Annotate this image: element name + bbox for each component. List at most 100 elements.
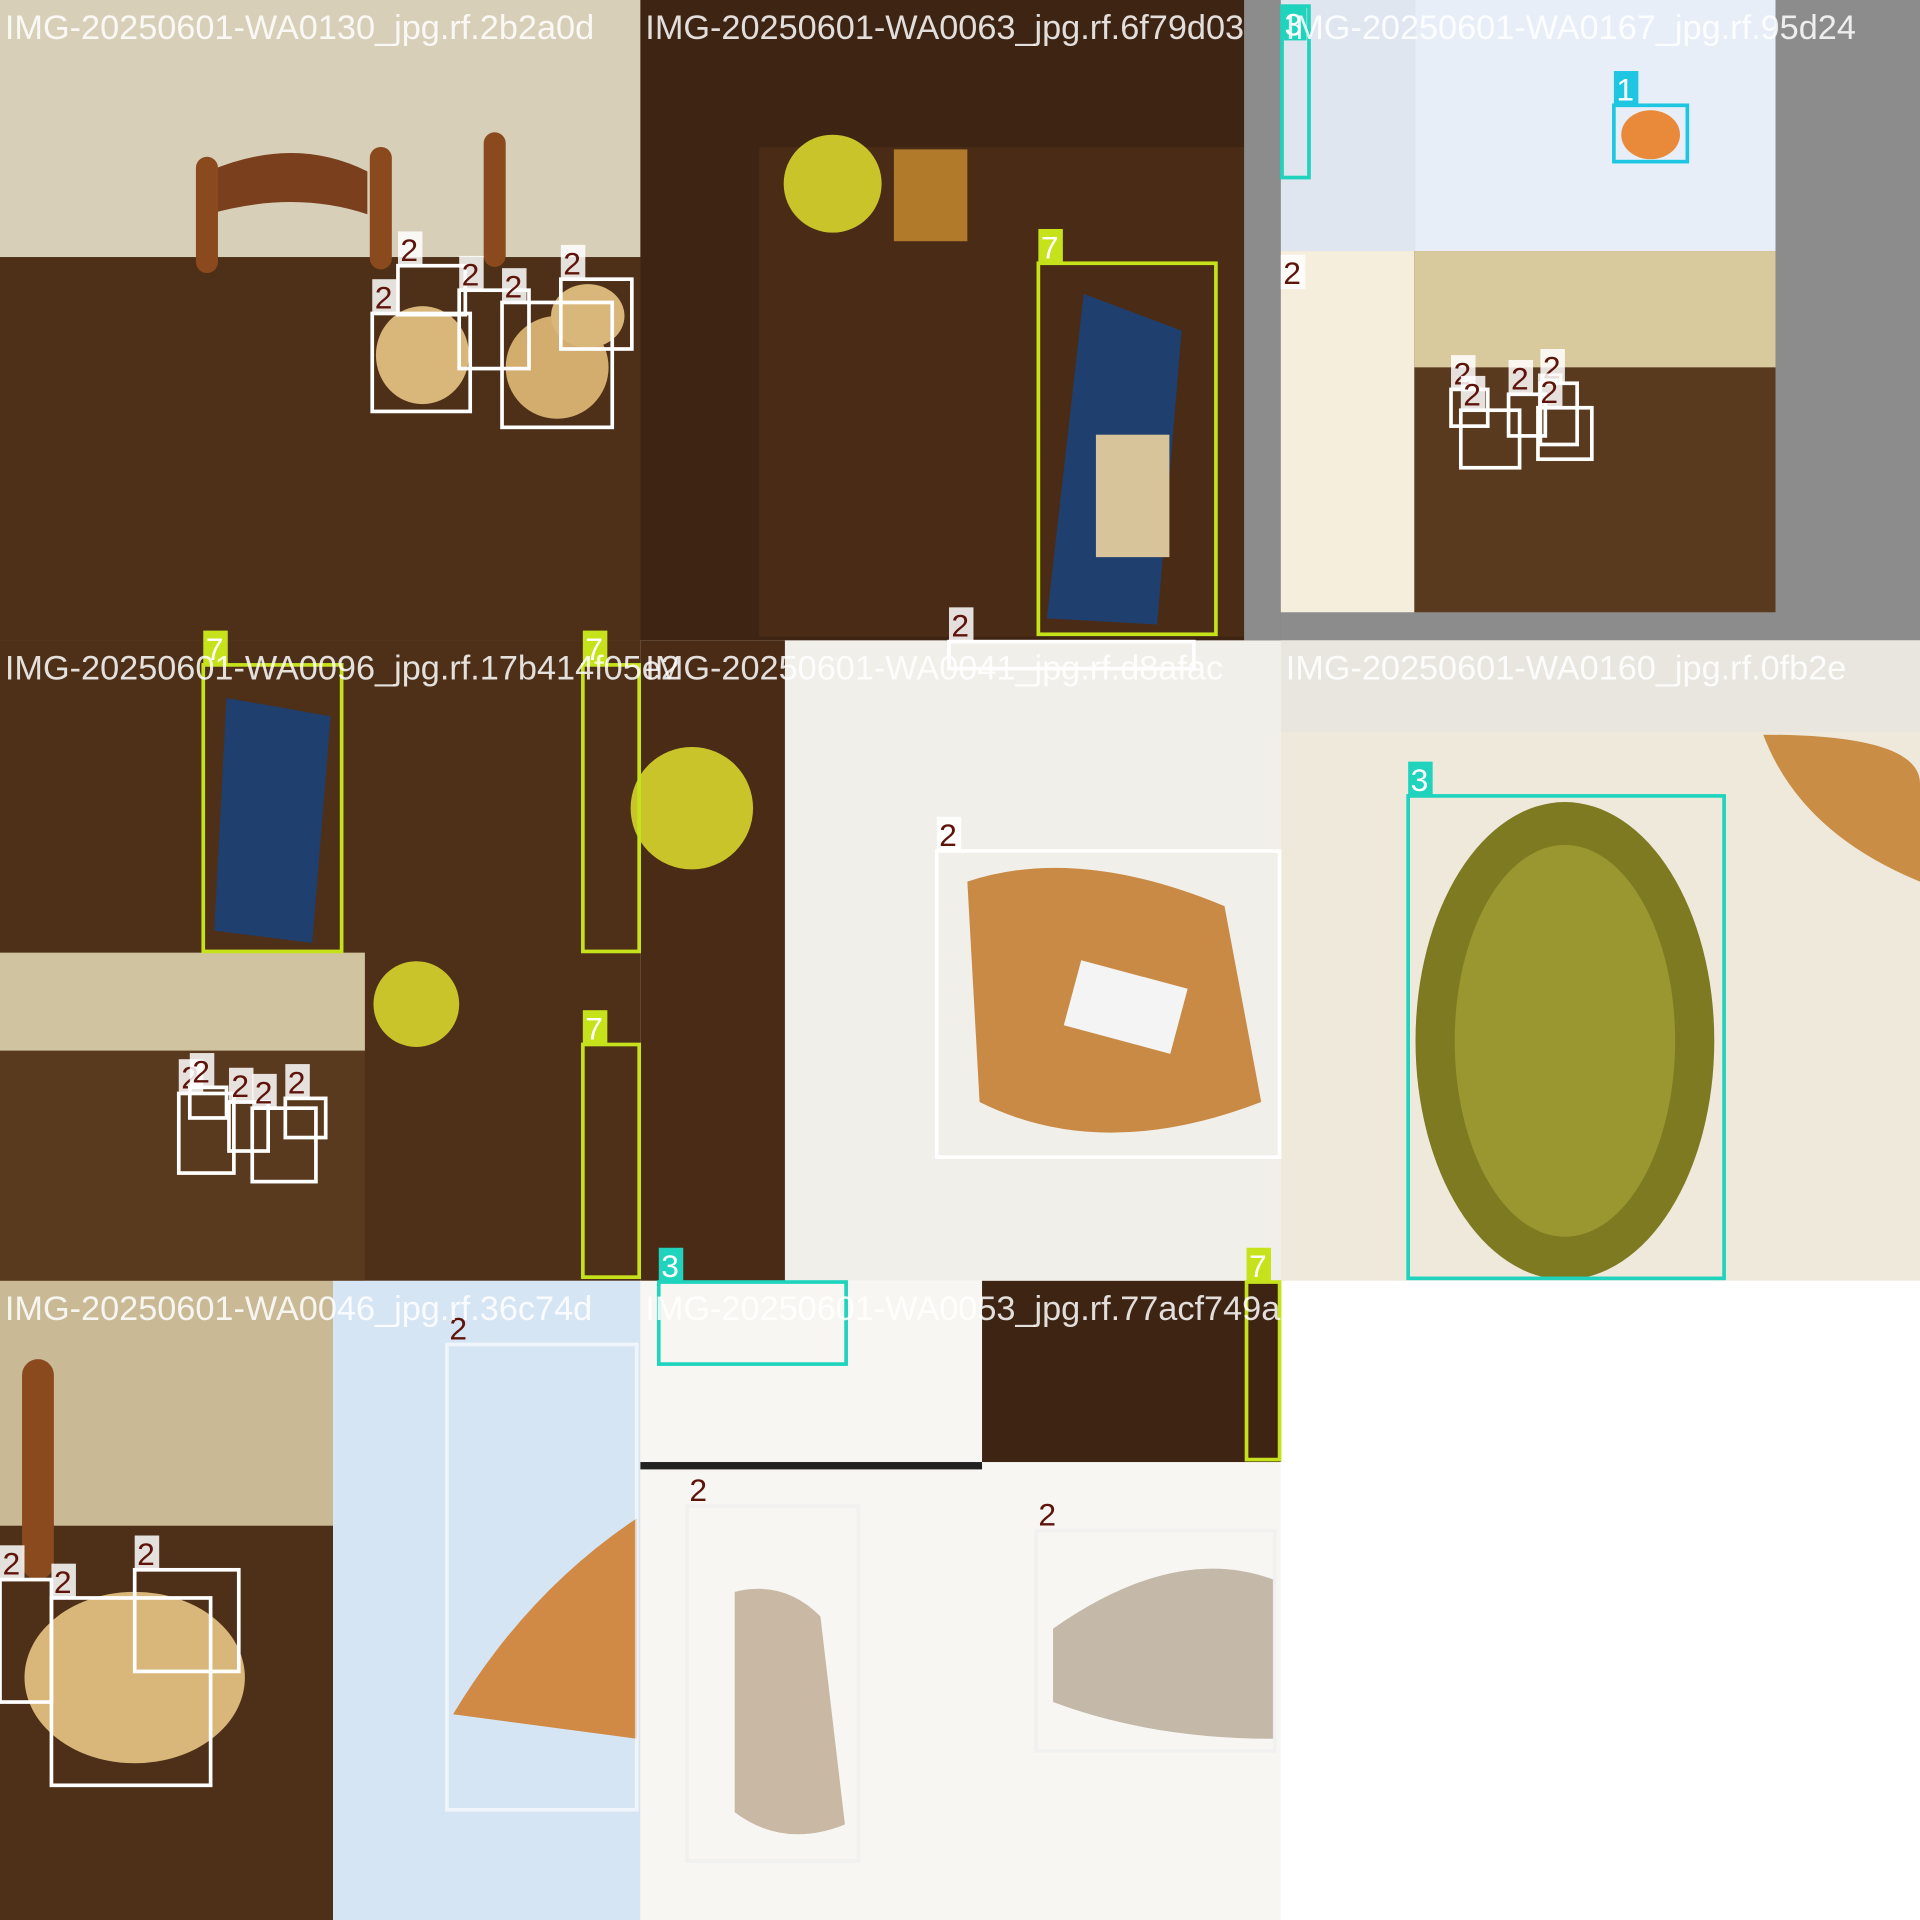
tablecloth [1280,0,1416,252]
label-background [228,1067,254,1103]
class-label: 3 [1284,7,1302,43]
class-label: 2 [231,1068,249,1104]
paper [1280,251,1416,613]
bounding-box [934,849,1282,1159]
bounding-box [445,1342,639,1812]
peanut-bag [1053,1568,1274,1739]
class-label: 2 [255,1074,273,1110]
class-label: 2 [2,1546,20,1582]
class-label: 7 [585,1011,603,1047]
chair-post [22,1359,54,1580]
annotations: 222227231222222777222222322223227 [0,4,1726,1864]
label-background [134,1535,160,1570]
label-background [459,255,484,291]
label-background [1282,6,1307,41]
bounding-box [1536,405,1594,462]
class-label: 2 [1511,360,1529,396]
file-name: IMG-20250601-WA0063_jpg.rf.6f79d03 [645,9,1244,47]
label-background [1408,761,1433,796]
table [0,257,641,641]
peanut [375,306,469,405]
file-name: IMG-20250601-WA0096_jpg.rf.17b414f05e2 [5,650,680,688]
class-label: 2 [400,232,418,268]
label-background [397,231,423,266]
peanut-bag [734,1588,845,1835]
cup [373,961,460,1047]
label-background [658,1247,684,1283]
wall [0,952,365,1051]
file-name: IMG-20250601-WA0053_jpg.rf.77acf749a0f84 [645,1290,1347,1328]
label-background [203,630,228,665]
chair-post [369,146,392,270]
bounding-box [685,1504,861,1864]
wall [0,1280,334,1526]
file-name: IMG-20250601-WA0160_jpg.rf.0fb2e [1286,650,1847,688]
label-background [51,1563,76,1598]
label-background [0,1545,25,1580]
class-label: 7 [206,631,224,667]
class-label: 7 [1249,1248,1267,1284]
class-label: 2 [192,1053,210,1089]
bounding-box [656,1280,848,1366]
wall [0,0,641,258]
table [640,640,785,1281]
background-object [1763,734,1920,882]
padding [1244,0,1281,641]
cup [783,134,882,233]
orange [1621,110,1680,160]
class-label: 2 [462,256,480,292]
class-label: 2 [951,608,969,644]
class-label: 2 [1283,255,1301,291]
label-background [1280,254,1306,289]
wall [1414,251,1776,368]
bounding-box [1458,408,1522,470]
bounding-box [947,639,1196,671]
bounding-box [49,1596,213,1788]
peanut [24,1591,245,1764]
label-background [1613,71,1639,106]
bounding-box [500,300,615,430]
bounding-box [1034,1528,1277,1753]
rice-bag [214,697,331,943]
label-background [502,268,527,303]
cup [893,149,968,242]
class-label: 2 [1038,1497,1056,1533]
label-background [560,244,586,280]
file-name: IMG-20250601-WA0046_jpg.rf.36c74d [5,1290,592,1328]
empty-tile [1280,1280,1920,1920]
cup [630,746,754,870]
class-label: 2 [563,245,581,281]
label-background [252,1073,277,1109]
bounding-box [457,288,531,371]
class-label: 2 [1540,374,1558,410]
bounding-box [132,1567,241,1674]
class-label: 2 [54,1564,72,1600]
bounding-box [581,663,642,954]
file-name: IMG-20250601-WA0130_jpg.rf.2b2a0d [5,9,594,47]
label-background [936,816,962,852]
label-background [582,630,608,665]
file-name: IMG-20250601-WA0041_jpg.rf.d8afac [645,650,1223,688]
bounding-box [1036,261,1218,637]
label-background [582,1010,608,1045]
class-label: 2 [1463,376,1481,412]
tablecloth [1414,0,1776,252]
class-label: 2 [939,817,957,853]
bounding-box [581,1042,642,1279]
almonds [453,1518,637,1739]
cloth [1280,640,1920,733]
label-background [189,1053,215,1088]
bounding-box [1612,103,1690,164]
edge [640,1462,983,1470]
rice-picture [1095,434,1170,558]
label-background [1460,375,1486,411]
file-names: IMG-20250601-WA0130_jpg.rf.2b2a0d IMG-202… [5,9,1856,1328]
class-label: 2 [449,1311,467,1347]
pickle-jar-lid [1454,844,1676,1237]
chair-post [195,156,218,274]
label-background [285,1064,310,1099]
label-background [372,279,397,314]
bounding-box [176,1091,236,1175]
